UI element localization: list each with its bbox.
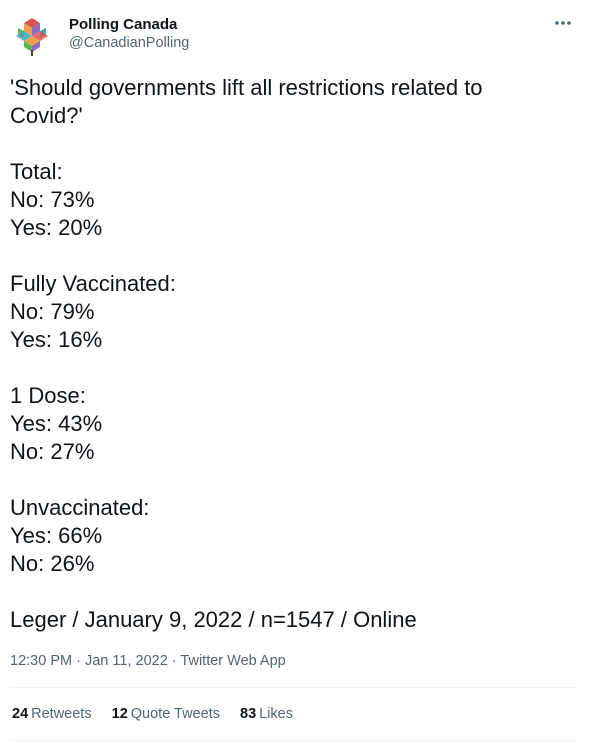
author-info: Polling Canada @CanadianPolling <box>69 15 189 53</box>
tweet-meta: 12:30 PM · Jan 11, 2022 · Twitter Web Ap… <box>10 651 286 671</box>
retweets-stat[interactable]: 24 Retweets <box>12 704 92 724</box>
more-options-button[interactable] <box>548 10 578 36</box>
tweet-text-line: Yes: 66% <box>10 523 103 548</box>
tweet-stats: 24 Retweets 12 Quote Tweets 83 Likes <box>12 704 309 724</box>
quote-tweets-label: Quote Tweets <box>130 706 220 722</box>
author-handle[interactable]: @CanadianPolling <box>69 35 190 51</box>
tweet-text-line: Yes: 43% <box>10 411 103 436</box>
tweet-text-line: No: 26% <box>10 551 95 576</box>
tweet-text-line: Yes: 16% <box>10 327 103 352</box>
tweet-text: 'Should governments lift all restriction… <box>10 74 570 634</box>
meta-separator: · <box>171 653 177 669</box>
likes-count: 83 <box>240 706 257 722</box>
tweet-text-line: Covid?' <box>10 103 83 128</box>
quote-tweets-count: 12 <box>111 706 128 722</box>
tweet-source[interactable]: Twitter Web App <box>180 653 286 669</box>
tweet-text-line: No: 27% <box>10 439 95 464</box>
more-horizontal-icon <box>555 21 571 25</box>
tweet-text-line: Total: <box>10 159 63 184</box>
tweet-text-line: Leger / January 9, 2022 / n=1547 / Onlin… <box>10 607 417 632</box>
tweet-timestamp[interactable]: 12:30 PM <box>10 653 73 669</box>
tweet-text-line: Fully Vaccinated: <box>10 271 176 296</box>
retweets-count: 24 <box>12 706 29 722</box>
tweet-text-line: Unvaccinated: <box>10 495 150 520</box>
author-display-name[interactable]: Polling Canada <box>69 16 178 33</box>
polling-canada-maple-logo-icon <box>16 18 48 56</box>
tweet-header: Polling Canada @CanadianPolling <box>10 12 580 56</box>
tweet-text-line: Yes: 20% <box>10 215 103 240</box>
divider <box>10 687 576 688</box>
tweet-text-line: 1 Dose: <box>10 383 86 408</box>
divider <box>10 740 576 741</box>
tweet-text-line: No: 79% <box>10 299 95 324</box>
tweet-date[interactable]: Jan 11, 2022 <box>84 653 168 669</box>
meta-separator: · <box>76 653 81 669</box>
avatar[interactable] <box>10 14 54 58</box>
quote-tweets-stat[interactable]: 12 Quote Tweets <box>112 704 220 724</box>
likes-label: Likes <box>259 706 293 722</box>
retweets-label: Retweets <box>31 706 92 722</box>
tweet-text-line: 'Should governments lift all restriction… <box>10 75 483 100</box>
tweet-text-line: No: 73% <box>10 187 95 212</box>
likes-stat[interactable]: 83 Likes <box>240 704 293 724</box>
